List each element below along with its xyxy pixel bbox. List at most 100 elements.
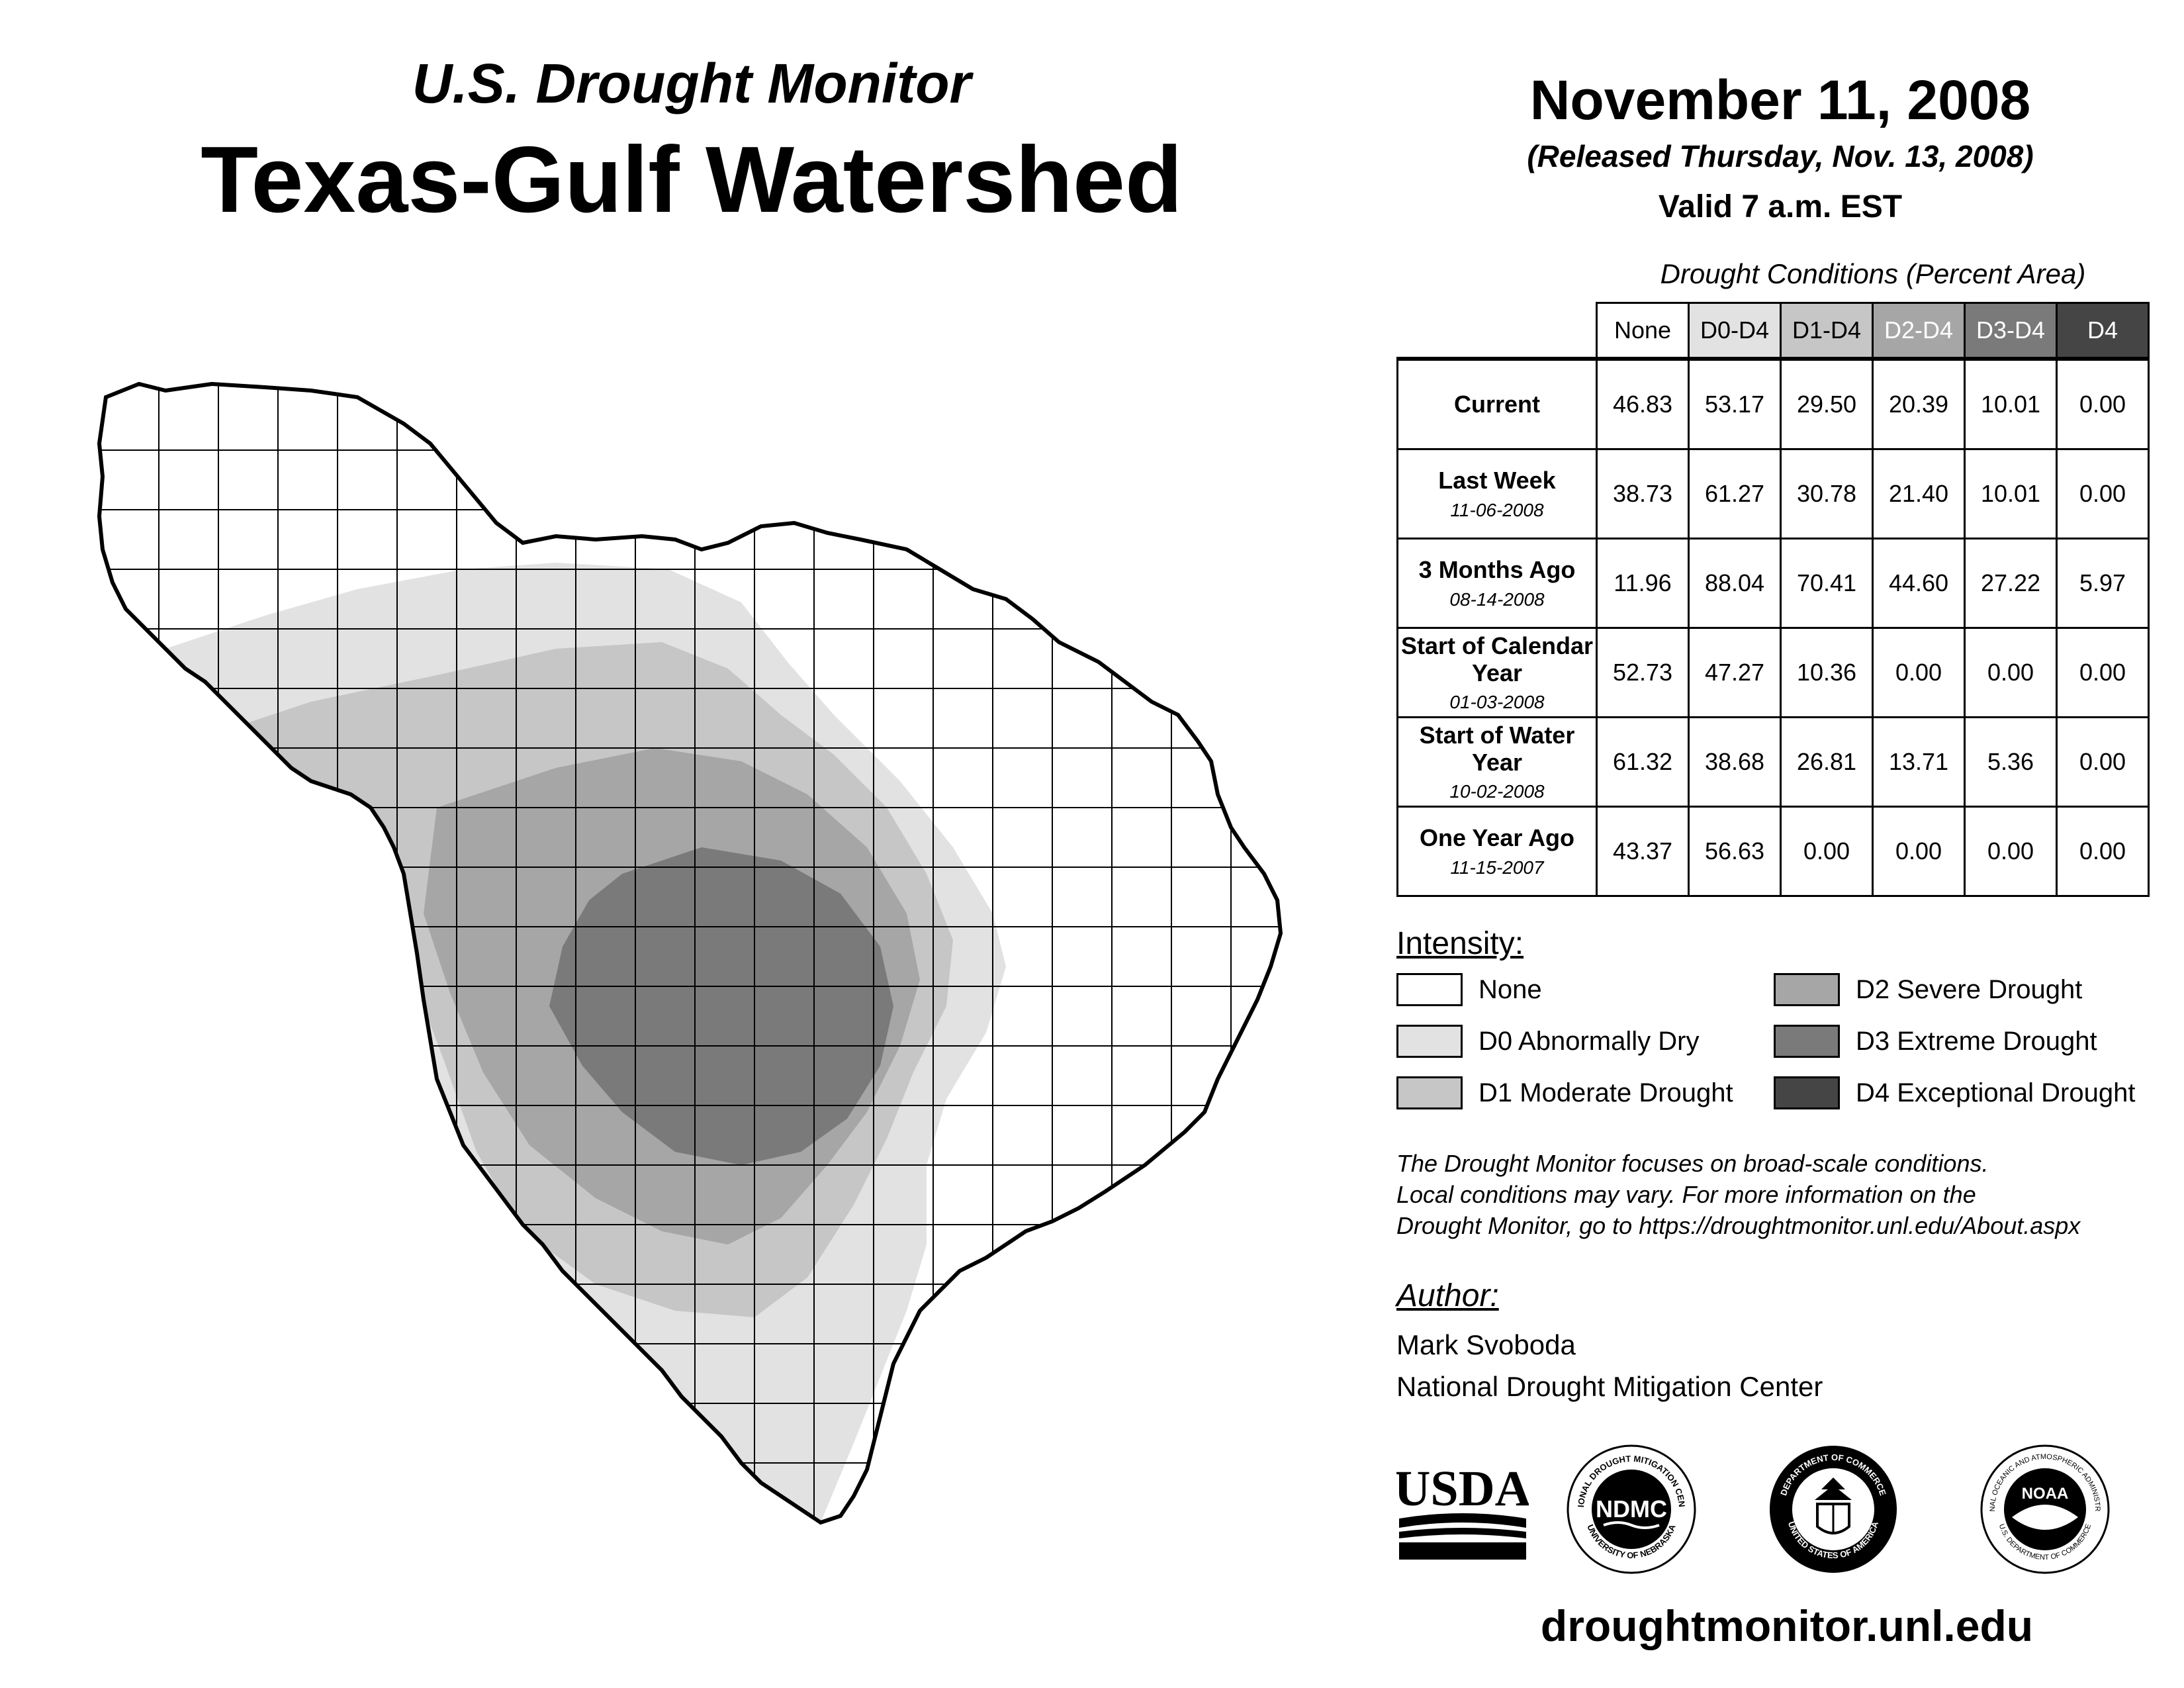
table-row: Start of Water Year 10-02-2008 61.32 38.6… <box>1396 716 2150 808</box>
col-header-d3-d4: D3-D4 <box>1964 302 2058 361</box>
table-cell: 20.39 <box>1872 357 1966 450</box>
legend-item-d4: D4 Exceptional Drought <box>1774 1076 2135 1109</box>
legend-swatch <box>1774 1076 1840 1109</box>
table-cell: 38.73 <box>1596 448 1690 539</box>
commerce-logo: DEPARTMENT OF COMMERCE UNITED STATES OF … <box>1770 1446 1897 1573</box>
website-url[interactable]: droughtmonitor.unl.edu <box>1540 1601 2034 1650</box>
col-header-d1-d4: D1-D4 <box>1780 302 1874 361</box>
table-row: Start of Calendar Year 01-03-2008 52.73 4… <box>1396 627 2150 718</box>
row-label: Last Week 11-06-2008 <box>1396 448 1598 539</box>
row-date: 11-15-2007 <box>1450 857 1544 878</box>
table-caption: Drought Conditions (Percent Area) <box>1660 258 2086 289</box>
table-cell: 53.17 <box>1688 357 1782 450</box>
legend-item-d3: D3 Extreme Drought <box>1774 1025 2097 1058</box>
noaa-logo: NATIONAL OCEANIC AND ATMOSPHERIC ADMINIS… <box>1979 1443 2110 1574</box>
table-row: Last Week 11-06-2008 38.73 61.27 30.78 21… <box>1396 448 2150 539</box>
legend-item-none: None <box>1396 973 1542 1006</box>
table-cell: 13.71 <box>1872 716 1966 808</box>
row-label-text: Last Week <box>1438 467 1556 494</box>
table-cell: 47.27 <box>1688 627 1782 718</box>
table-cell: 5.97 <box>2056 538 2150 629</box>
table-cell: 21.40 <box>1872 448 1966 539</box>
table-cell: 10.36 <box>1780 627 1874 718</box>
note-line: Drought Monitor, go to https://droughtmo… <box>1396 1211 2081 1239</box>
table-cell: 88.04 <box>1688 538 1782 629</box>
page-title: Texas-Gulf Watershed <box>201 127 1183 233</box>
table-cell: 26.81 <box>1780 716 1874 808</box>
row-label: Start of Calendar Year 01-03-2008 <box>1396 627 1598 718</box>
row-label: One Year Ago 11-15-2007 <box>1396 806 1598 897</box>
table-cell: 27.22 <box>1964 538 2058 629</box>
table-cell: 0.00 <box>1780 806 1874 897</box>
table-cell: 5.36 <box>1964 716 2058 808</box>
table-corner <box>1397 303 1598 361</box>
legend-label: D2 Severe Drought <box>1856 974 2083 1004</box>
usda-logo: USDA <box>1396 1462 1529 1560</box>
drought-conditions-table: None D0-D4 D1-D4 D2-D4 D3-D4 D4 Current … <box>1396 302 2150 897</box>
table-cell: 0.00 <box>2056 357 2150 450</box>
row-date: 08-14-2008 <box>1449 588 1545 610</box>
map-date: November 11, 2008 <box>1529 69 2031 131</box>
row-label-text: Start of Water Year <box>1419 721 1575 776</box>
table-cell: 11.96 <box>1596 538 1690 629</box>
row-label-text: Current <box>1453 391 1540 418</box>
note-line: Local conditions may vary. For more info… <box>1396 1180 1976 1208</box>
col-header-d2-d4: D2-D4 <box>1872 302 1966 361</box>
col-header-d0-d4: D0-D4 <box>1688 302 1782 361</box>
watershed-boundary <box>97 381 1283 1525</box>
col-header-d4: D4 <box>2056 302 2150 361</box>
row-date: 10-02-2008 <box>1449 781 1545 802</box>
legend-label: None <box>1479 974 1542 1004</box>
table-cell: 38.68 <box>1688 716 1782 808</box>
row-label: Start of Water Year 10-02-2008 <box>1396 716 1598 808</box>
table-row: 3 Months Ago 08-14-2008 11.96 88.04 70.41… <box>1396 538 2150 629</box>
table-cell: 56.63 <box>1688 806 1782 897</box>
legend-item-d0: D0 Abnormally Dry <box>1396 1025 1699 1058</box>
legend-swatch <box>1396 973 1463 1006</box>
table-cell: 61.32 <box>1596 716 1690 808</box>
row-label: 3 Months Ago 08-14-2008 <box>1396 538 1598 629</box>
table-cell: 46.83 <box>1596 357 1690 450</box>
row-date: 11-06-2008 <box>1450 499 1544 520</box>
ndmc-logo-text: NDMC <box>1596 1495 1667 1523</box>
watershed-map <box>97 381 1283 1525</box>
row-label-text: 3 Months Ago <box>1418 556 1576 584</box>
table-cell: 44.60 <box>1872 538 1966 629</box>
legend-swatch <box>1396 1076 1463 1109</box>
table-row: Current 46.83 53.17 29.50 20.39 10.01 0.… <box>1396 357 2150 450</box>
logo-row: USDA NATIONAL DROUGHT MITIGATION CENTER … <box>1396 1443 2138 1575</box>
table-cell: 10.01 <box>1964 448 2058 539</box>
table-cell: 30.78 <box>1780 448 1874 539</box>
table-cell: 43.37 <box>1596 806 1690 897</box>
legend-swatch <box>1396 1025 1463 1058</box>
table-cell: 52.73 <box>1596 627 1690 718</box>
disclaimer-note: The Drought Monitor focuses on broad-sca… <box>1396 1149 2177 1241</box>
legend-item-d2: D2 Severe Drought <box>1774 973 2082 1006</box>
legend-title: Intensity: <box>1396 926 1524 961</box>
release-date: (Released Thursday, Nov. 13, 2008) <box>1527 139 2034 174</box>
author-name: Mark Svoboda <box>1396 1329 1576 1360</box>
table-cell: 0.00 <box>1872 806 1966 897</box>
col-header-none: None <box>1596 302 1690 361</box>
legend-item-d1: D1 Moderate Drought <box>1396 1076 1733 1109</box>
table-cell: 10.01 <box>1964 357 2058 450</box>
note-line: The Drought Monitor focuses on broad-sca… <box>1396 1150 1989 1177</box>
legend-label: D4 Exceptional Drought <box>1856 1078 2136 1107</box>
legend-swatch <box>1774 973 1840 1006</box>
header-right: November 11, 2008 (Released Thursday, No… <box>1456 70 2105 225</box>
table-cell: 0.00 <box>2056 627 2150 718</box>
table-cell: 0.00 <box>1964 627 2058 718</box>
row-label-text: Start of Calendar Year <box>1400 632 1594 686</box>
table-cell: 0.00 <box>2056 448 2150 539</box>
page-subtitle: U.S. Drought Monitor <box>412 52 972 115</box>
table-cell: 61.27 <box>1688 448 1782 539</box>
legend: None D0 Abnormally Dry D1 Moderate Droug… <box>1396 973 2184 1132</box>
table-row: One Year Ago 11-15-2007 43.37 56.63 0.00 … <box>1396 806 2150 897</box>
author-block: Mark Svoboda National Drought Mitigation… <box>1396 1324 1823 1407</box>
table-cell: 70.41 <box>1780 538 1874 629</box>
usda-logo-text: USDA <box>1396 1462 1529 1517</box>
legend-swatch <box>1774 1025 1840 1058</box>
legend-label: D0 Abnormally Dry <box>1479 1026 1700 1056</box>
legend-label: D3 Extreme Drought <box>1856 1026 2097 1056</box>
valid-time: Valid 7 a.m. EST <box>1658 189 1903 225</box>
